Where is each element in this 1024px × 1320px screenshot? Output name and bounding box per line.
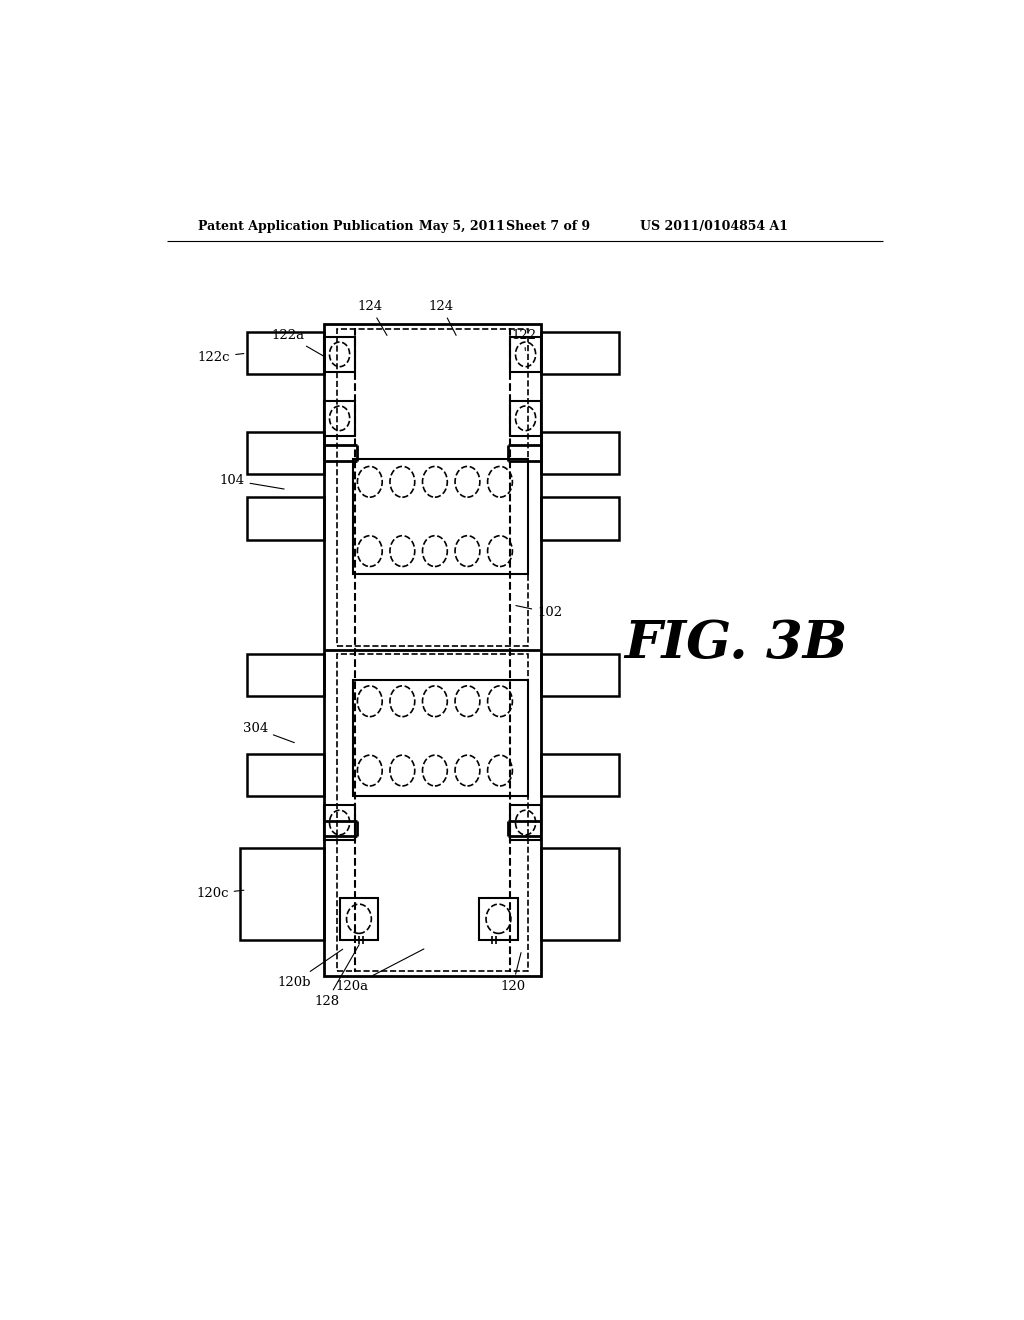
Bar (247, 653, 324, 696)
Bar (247, 498, 324, 540)
Bar (510, 401, 541, 436)
Bar (479, 898, 518, 940)
Bar (352, 681, 528, 796)
Bar (337, 330, 528, 645)
Bar (541, 847, 618, 940)
Text: Patent Application Publication: Patent Application Publication (198, 219, 414, 232)
Text: 124: 124 (429, 300, 456, 335)
Bar (337, 655, 528, 970)
Text: 104: 104 (219, 474, 284, 488)
Bar (510, 337, 541, 372)
Text: 102: 102 (516, 606, 562, 619)
Text: 120: 120 (500, 953, 525, 993)
Text: 122c: 122c (198, 351, 244, 363)
Bar (352, 459, 528, 574)
Bar (324, 337, 355, 372)
Text: 120a: 120a (336, 949, 424, 993)
Bar (510, 805, 541, 840)
Text: US 2011/0104854 A1: US 2011/0104854 A1 (640, 219, 787, 232)
Text: 122a: 122a (271, 329, 326, 358)
Text: Sheet 7 of 9: Sheet 7 of 9 (506, 219, 590, 232)
Bar (541, 432, 618, 474)
Text: 304: 304 (243, 722, 294, 743)
Text: 120c: 120c (197, 887, 244, 900)
Bar (541, 498, 618, 540)
Text: May 5, 2011: May 5, 2011 (419, 219, 505, 232)
Bar (340, 898, 378, 940)
Bar (324, 805, 355, 840)
Bar (541, 754, 618, 796)
Bar (247, 432, 324, 474)
Text: 120b: 120b (278, 949, 343, 989)
Bar (541, 331, 618, 374)
Bar (324, 323, 541, 977)
Bar (541, 653, 618, 696)
Text: 122: 122 (512, 329, 537, 350)
Bar (247, 331, 324, 374)
Bar (247, 754, 324, 796)
Text: FIG. 3B: FIG. 3B (624, 618, 848, 669)
Bar (241, 847, 324, 940)
Text: 128: 128 (314, 945, 359, 1008)
Bar (324, 401, 355, 436)
Text: 124: 124 (357, 300, 387, 335)
